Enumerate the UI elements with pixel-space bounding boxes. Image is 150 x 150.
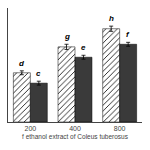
svg-text:e: e [81, 43, 86, 52]
svg-text:800: 800 [114, 125, 126, 132]
svg-text:h: h [109, 14, 114, 23]
svg-text:d: d [19, 59, 25, 68]
svg-text:f ethanol extract of Coleus tu: f ethanol extract of Coleus tuberosus [22, 133, 129, 140]
svg-text:400: 400 [69, 125, 81, 132]
svg-text:g: g [64, 32, 70, 41]
svg-text:c: c [36, 69, 41, 78]
svg-text:f: f [126, 30, 130, 39]
svg-text:200: 200 [24, 125, 36, 132]
